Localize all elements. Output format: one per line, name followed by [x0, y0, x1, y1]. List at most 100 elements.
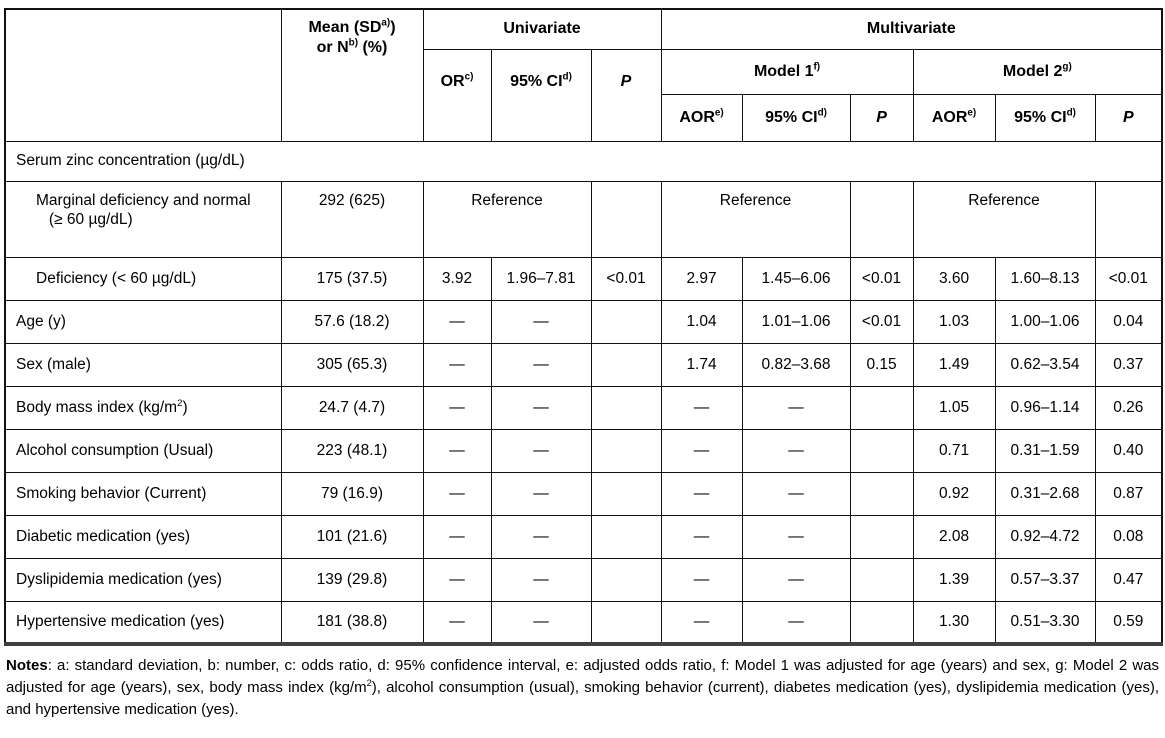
- value-cell: —: [490, 299, 592, 344]
- row-deficiency: Deficiency (< 60 µg/dL) 175 (37.5) 3.92 1.9…: [4, 256, 1163, 301]
- value-cell: 1.03: [912, 299, 996, 344]
- value-cell: —: [660, 428, 743, 473]
- value-cell: 1.45–6.06: [741, 256, 851, 301]
- row-label: Smoking behavior (Current): [4, 471, 282, 516]
- row-label: Hypertensive medication (yes): [4, 600, 282, 645]
- value-cell: Reference: [660, 180, 851, 258]
- value-cell: —: [660, 600, 743, 645]
- value-cell: 1.49: [912, 342, 996, 387]
- value-cell: 223 (48.1): [280, 428, 424, 473]
- value-cell: 0.57–3.37: [994, 557, 1096, 602]
- row-serum-zinc-section: Serum zinc concentration (µg/dL): [4, 140, 1163, 182]
- row-label: Deficiency (< 60 µg/dL): [4, 256, 282, 301]
- value-cell: —: [422, 557, 492, 602]
- value-cell: 1.05: [912, 385, 996, 430]
- value-cell: 1.96–7.81: [490, 256, 592, 301]
- notes-label: Notes: [6, 657, 48, 674]
- value-cell: 1.04: [660, 299, 743, 344]
- value-cell: [849, 471, 914, 516]
- multivariate-header: Multivariate: [660, 8, 1163, 50]
- mean-header: Mean (SDa)) or Nb) (%): [280, 8, 424, 142]
- value-cell: Reference: [912, 180, 1096, 258]
- table-body: Serum zinc concentration (µg/dL) Marginal…: [4, 140, 1163, 645]
- value-cell: 0.96–1.14: [994, 385, 1096, 430]
- row-dyslipidemia-medication: Dyslipidemia medication (yes) 139 (29.8) —…: [4, 557, 1163, 602]
- value-cell: [849, 180, 914, 258]
- page: Mean (SDa)) or Nb) (%) Univariate Multivar…: [4, 8, 1164, 720]
- value-cell: 0.87: [1094, 471, 1163, 516]
- value-cell: —: [490, 428, 592, 473]
- row-label: Sex (male): [4, 342, 282, 387]
- value-cell: 175 (37.5): [280, 256, 424, 301]
- value-cell: —: [490, 385, 592, 430]
- value-cell: 1.60–8.13: [994, 256, 1096, 301]
- value-cell: —: [422, 342, 492, 387]
- value-cell: [590, 600, 662, 645]
- ci-univariate-header: 95% CId): [490, 48, 592, 142]
- or-header: ORc): [422, 48, 492, 142]
- value-cell: —: [741, 385, 851, 430]
- value-cell: [590, 557, 662, 602]
- value-cell: —: [490, 514, 592, 559]
- value-cell: 57.6 (18.2): [280, 299, 424, 344]
- section-label: Serum zinc concentration (µg/dL): [4, 140, 1163, 182]
- aor-model2-header: AORe): [912, 93, 996, 142]
- value-cell: —: [422, 471, 492, 516]
- header-row-1: Mean (SDa)) or Nb) (%) Univariate Multivar…: [4, 8, 1163, 142]
- row-label: Dyslipidemia medication (yes): [4, 557, 282, 602]
- header-row-3: AORe) 95% CId) P AORe) 95% CId) P: [5, 93, 1163, 142]
- value-cell: <0.01: [849, 299, 914, 344]
- value-cell: 0.59: [1094, 600, 1163, 645]
- value-cell: —: [422, 299, 492, 344]
- value-cell: 2.97: [660, 256, 743, 301]
- value-cell: 1.74: [660, 342, 743, 387]
- row-label: Body mass index (kg/m2): [4, 385, 282, 430]
- value-cell: 0.82–3.68: [741, 342, 851, 387]
- value-cell: —: [422, 428, 492, 473]
- value-cell: —: [741, 600, 851, 645]
- value-cell: —: [741, 557, 851, 602]
- value-cell: 305 (65.3): [280, 342, 424, 387]
- value-cell: [590, 342, 662, 387]
- value-cell: [590, 428, 662, 473]
- value-cell: [590, 299, 662, 344]
- row-smoking-behavior: Smoking behavior (Current) 79 (16.9) — — — —0…: [4, 471, 1163, 516]
- value-cell: [849, 514, 914, 559]
- value-cell: 1.01–1.06: [741, 299, 851, 344]
- value-cell: 0.40: [1094, 428, 1163, 473]
- value-cell: 0.92–4.72: [994, 514, 1096, 559]
- value-cell: 292 (625): [280, 180, 424, 258]
- value-cell: 0.47: [1094, 557, 1163, 602]
- value-cell: [849, 428, 914, 473]
- value-cell: —: [741, 471, 851, 516]
- value-cell: —: [490, 600, 592, 645]
- model2-header: Model 2g): [912, 48, 1163, 95]
- value-cell: —: [490, 342, 592, 387]
- value-cell: 0.26: [1094, 385, 1163, 430]
- value-cell: [590, 180, 662, 258]
- value-cell: 1.39: [912, 557, 996, 602]
- value-cell: 181 (38.8): [280, 600, 424, 645]
- value-cell: 3.92: [422, 256, 492, 301]
- value-cell: 0.92: [912, 471, 996, 516]
- value-cell: —: [660, 514, 743, 559]
- stats-table: Mean (SDa)) or Nb) (%) Univariate Multivar…: [4, 8, 1164, 646]
- value-cell: 3.60: [912, 256, 996, 301]
- value-cell: —: [741, 514, 851, 559]
- p-univariate-header: P: [590, 48, 662, 142]
- notes: Notes: a: standard deviation, b: number,…: [6, 655, 1159, 720]
- value-cell: —: [741, 428, 851, 473]
- value-cell: 101 (21.6): [280, 514, 424, 559]
- row-label: Age (y): [4, 299, 282, 344]
- row-label: Alcohol consumption (Usual): [4, 428, 282, 473]
- value-cell: [1094, 180, 1163, 258]
- value-cell: —: [660, 385, 743, 430]
- value-cell: [849, 600, 914, 645]
- value-cell: [590, 471, 662, 516]
- p-model2-header: P: [1094, 93, 1163, 142]
- value-cell: 0.08: [1094, 514, 1163, 559]
- value-cell: 24.7 (4.7): [280, 385, 424, 430]
- value-cell: [849, 557, 914, 602]
- value-cell: 1.00–1.06: [994, 299, 1096, 344]
- value-cell: 0.62–3.54: [994, 342, 1096, 387]
